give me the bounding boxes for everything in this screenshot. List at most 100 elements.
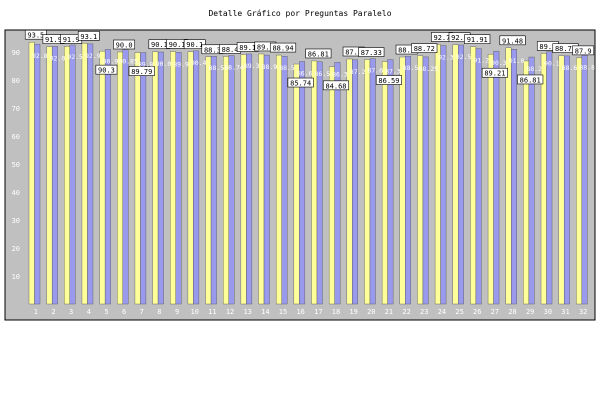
x-tick-label: 21 (385, 308, 393, 316)
bar (46, 46, 53, 305)
y-tick-label: 80 (12, 77, 20, 85)
data-label: 91.91 (467, 36, 488, 44)
bar (399, 56, 406, 305)
data-label-series-2: 89.9 (173, 60, 189, 68)
y-tick-label: 20 (12, 245, 20, 253)
x-tick-label: 17 (314, 308, 322, 316)
y-tick-label: 30 (12, 217, 20, 225)
data-label-series-2: 92.3 (438, 54, 454, 62)
data-label-box (411, 43, 438, 53)
data-label: 90.0 (116, 42, 133, 50)
bar (104, 49, 111, 305)
bar (275, 54, 282, 305)
bar (387, 59, 394, 305)
bar (281, 56, 288, 305)
data-label-series-2: 90.1 (544, 60, 560, 68)
chart-title: Detalle Gráfico por Preguntas Paralelo (208, 9, 392, 18)
data-label-series-2: 92.9 (85, 52, 101, 60)
data-label-box (322, 80, 350, 91)
bar (64, 46, 71, 305)
bar (205, 56, 212, 305)
data-label: 86.81 (308, 50, 329, 58)
data-label-box (128, 66, 155, 76)
x-tick-label: 10 (191, 308, 199, 316)
data-label-series-2: 88.9 (262, 63, 278, 71)
data-label: 93.5 (27, 32, 44, 40)
bar (523, 60, 530, 305)
bar (576, 57, 583, 305)
y-tick-label: 40 (12, 189, 20, 197)
x-tick-label: 2 (51, 308, 55, 316)
data-label-series-2: 92.8 (32, 52, 48, 60)
x-tick-label: 4 (87, 308, 91, 316)
data-label: 87.33 (361, 49, 382, 57)
data-label-box (183, 39, 206, 50)
bar (28, 42, 35, 305)
data-label: 90.1 (151, 41, 168, 49)
x-tick-label: 16 (296, 308, 304, 316)
bar (187, 51, 194, 305)
x-tick-label: 32 (579, 308, 587, 316)
bar (417, 55, 424, 305)
data-label-box (113, 39, 136, 50)
data-label-series-2: 86.5 (315, 70, 331, 78)
x-tick-label: 15 (279, 308, 287, 316)
x-tick-label: 3 (69, 308, 73, 316)
data-label-series-2: 92.0 (50, 54, 66, 62)
bar (223, 56, 229, 305)
data-label: 89.79 (131, 68, 152, 76)
bar (487, 54, 494, 305)
x-tick-label: 12 (226, 308, 234, 316)
data-label-series-2: 88.2 (526, 65, 542, 73)
data-label-box (358, 47, 385, 57)
data-label-series-2: 91.2 (473, 57, 489, 65)
bar (563, 55, 570, 305)
bar (122, 49, 129, 305)
x-tick-label: 25 (455, 308, 463, 316)
data-label-box (269, 42, 297, 53)
data-label: 90.1 (186, 41, 203, 49)
data-label-series-2: 87.3 (385, 68, 401, 76)
x-tick-label: 18 (332, 308, 340, 316)
x-tick-label: 19 (349, 308, 357, 316)
y-tick-label: 70 (12, 105, 20, 113)
bar (434, 44, 441, 305)
bar (475, 48, 482, 305)
x-tick-label: 28 (508, 308, 516, 316)
data-label: 88.72 (414, 45, 435, 53)
bar (328, 66, 335, 305)
data-label-box (499, 35, 526, 46)
data-label-box (305, 48, 332, 59)
data-label: 89.3 (257, 43, 274, 51)
x-tick-label: 29 (526, 308, 534, 316)
bar (69, 44, 76, 305)
data-label-series-2: 88.5 (209, 64, 225, 72)
bar (558, 55, 565, 305)
bar (316, 61, 323, 305)
data-label: 86.81 (520, 76, 541, 84)
data-label: 87.9 (575, 47, 592, 55)
data-label-series-2: 89.3 (244, 62, 260, 70)
data-label-box (287, 77, 314, 88)
y-tick-label: 50 (12, 161, 20, 169)
data-label-series-2: 90.0 (156, 60, 172, 68)
data-label: 88.4 (222, 46, 239, 54)
data-label: 92.6 (451, 34, 468, 42)
bar (157, 51, 164, 305)
data-label: 91.9 (63, 36, 80, 44)
x-tick-label: 20 (367, 308, 375, 316)
bar (452, 44, 459, 305)
data-label-series-2: 86.6 (297, 70, 313, 78)
bar (405, 56, 411, 305)
data-label-series-2: 91.0 (509, 57, 525, 65)
data-label-box (517, 74, 544, 85)
x-tick-label: 14 (261, 308, 269, 316)
bar (346, 58, 353, 305)
data-label: 87.5 (345, 49, 362, 57)
x-tick-label: 23 (420, 308, 428, 316)
data-label: 91.9 (45, 36, 62, 44)
data-label: 91.48 (502, 37, 523, 45)
y-tick-label: 10 (12, 273, 20, 281)
